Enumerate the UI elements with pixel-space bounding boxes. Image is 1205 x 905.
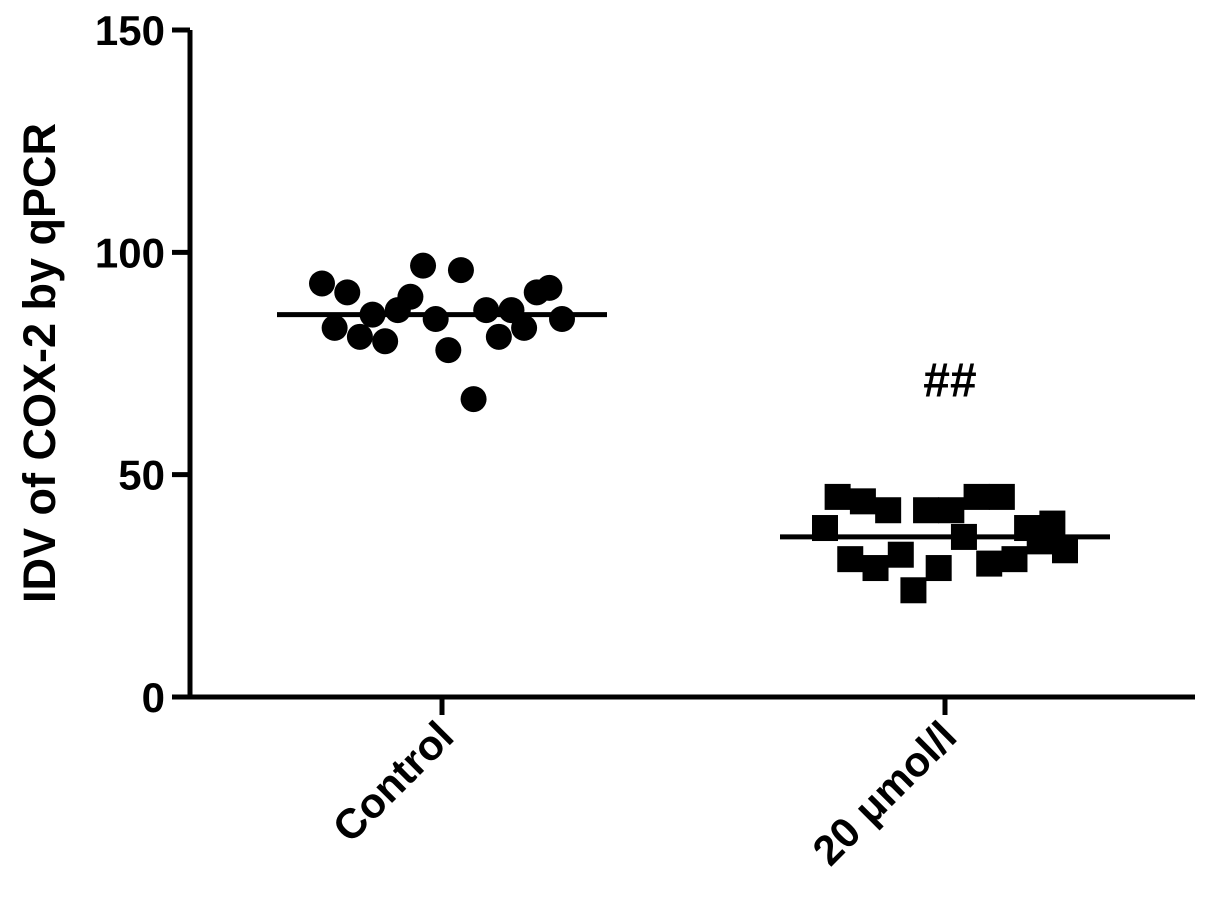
data-point-circle (511, 314, 538, 341)
data-point-square (938, 497, 965, 524)
y-tick-label: 100 (95, 229, 165, 276)
data-point-circle (309, 270, 335, 297)
annotations: ## (923, 354, 976, 407)
y-tick-label: 150 (95, 7, 165, 54)
x-tick-label: 20 μmol/l (803, 712, 965, 874)
y-ticks: 0 50 100 150 (95, 7, 190, 721)
data-point-circle (435, 337, 462, 364)
data-point-circle (410, 252, 437, 279)
data-point-square (887, 541, 914, 568)
data-point-circle (422, 306, 449, 333)
x-tick-label: Control (324, 712, 463, 851)
data-point-square (1001, 546, 1028, 573)
data-point-square (988, 483, 1015, 510)
y-axis-title: IDV of COX-2 by qPCR (14, 123, 65, 603)
data-point-circle (346, 323, 373, 350)
data-point-square (900, 577, 927, 604)
significance-annotation: ## (923, 354, 976, 407)
data-point-square (1052, 537, 1078, 564)
data-point-square (875, 497, 902, 524)
data-points (309, 252, 1078, 604)
y-tick-label: 0 (142, 674, 165, 721)
data-point-square (837, 546, 864, 573)
data-point-square (963, 483, 990, 510)
data-point-square (976, 550, 1003, 577)
data-point-circle (447, 257, 474, 284)
data-point-square (925, 555, 952, 582)
data-point-square (1039, 510, 1066, 537)
data-point-circle (460, 386, 487, 413)
data-point-square (913, 497, 940, 524)
data-point-circle (473, 297, 500, 324)
mean-lines (277, 312, 1110, 540)
data-point-circle (549, 306, 575, 333)
data-point-square (849, 488, 876, 515)
data-point-square (824, 483, 851, 510)
data-point-square (862, 555, 889, 582)
y-tick-label: 50 (118, 452, 165, 499)
x-ticks: Control 20 μmol/l (324, 697, 965, 874)
data-point-circle (536, 274, 563, 301)
data-point-circle (372, 328, 399, 355)
axes (187, 30, 1195, 700)
data-point-circle (321, 314, 348, 341)
data-point-circle (485, 323, 512, 350)
data-point-circle (334, 279, 361, 306)
data-point-circle (397, 283, 424, 310)
